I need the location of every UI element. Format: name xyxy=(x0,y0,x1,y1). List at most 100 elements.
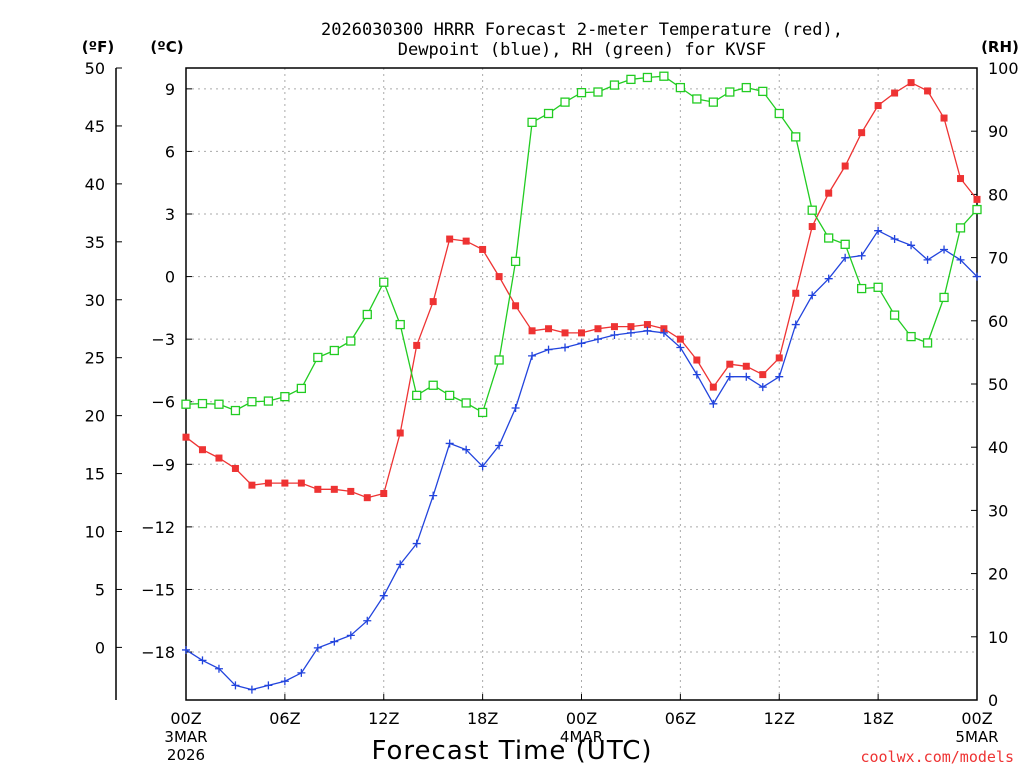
rh-point xyxy=(576,87,587,98)
x-tick-label: 00Z xyxy=(566,709,597,728)
temperature-point xyxy=(479,245,487,253)
rh-point xyxy=(477,407,488,418)
x-tick-label: 12Z xyxy=(764,709,795,728)
dewpoint-point xyxy=(379,591,388,600)
x-tick-sublabel: 4MAR xyxy=(560,728,603,746)
rh-point xyxy=(197,398,208,409)
dewpoint-point xyxy=(890,235,899,244)
x-axis-title: Forecast Time (UTC) xyxy=(371,736,652,766)
celsius-tick-label: 9 xyxy=(165,80,175,99)
celsius-tick-label: 6 xyxy=(165,142,175,161)
fahrenheit-tick-label: 35 xyxy=(85,233,105,252)
fahrenheit-tick-label: 15 xyxy=(85,465,105,484)
rh-point xyxy=(609,80,620,90)
temperature-point xyxy=(874,102,882,110)
dewpoint-point xyxy=(280,677,289,686)
temperature-point xyxy=(726,360,734,368)
dewpoint-point xyxy=(478,462,487,471)
dewpoint-point xyxy=(330,637,339,646)
fahrenheit-tick-label: 20 xyxy=(85,407,105,426)
fahrenheit-tick-label: 45 xyxy=(85,117,105,136)
temperature-point xyxy=(462,237,470,245)
dewpoint-point xyxy=(973,272,981,281)
rh-point xyxy=(972,204,982,215)
dewpoint-point xyxy=(742,372,751,381)
rh-point xyxy=(725,87,735,97)
rh-point xyxy=(593,87,603,97)
x-tick-label: 06Z xyxy=(269,709,300,728)
dewpoint-point xyxy=(610,330,619,339)
temperature-point xyxy=(759,371,767,379)
rh-point xyxy=(395,319,405,330)
temperature-point xyxy=(182,433,190,441)
dewpoint-point xyxy=(214,664,223,673)
rh-point xyxy=(230,405,241,416)
temperature-point xyxy=(907,79,915,87)
dewpoint-point xyxy=(445,439,454,448)
rh-point xyxy=(659,71,669,81)
unit-rh-label: (RH) xyxy=(981,38,1019,56)
x-tick-sublabel: 3MAR xyxy=(164,728,207,746)
dewpoint-point xyxy=(824,274,833,283)
rh-tick-label: 30 xyxy=(988,501,1008,520)
unit-fahrenheit-label: (ºF) xyxy=(82,38,114,56)
temperature-point xyxy=(660,325,668,333)
dewpoint-point xyxy=(923,255,932,264)
dewpoint-point xyxy=(577,339,586,348)
temperature-point xyxy=(924,87,932,95)
rh-point xyxy=(906,331,916,342)
rh-tick-label: 90 xyxy=(988,122,1008,141)
fahrenheit-tick-label: 0 xyxy=(95,638,105,657)
rh-point xyxy=(642,72,653,83)
x-tick-label: 00Z xyxy=(961,709,992,728)
temperature-point xyxy=(396,429,404,437)
dewpoint-point xyxy=(313,643,322,652)
rh-point xyxy=(181,399,191,409)
rh-point xyxy=(461,398,471,408)
temperature-point xyxy=(742,362,750,370)
rh-point xyxy=(889,310,900,320)
rh-point xyxy=(560,97,570,107)
rh-point xyxy=(675,82,686,93)
dewpoint-point xyxy=(528,351,537,360)
series-layer xyxy=(181,71,982,694)
temperature-point xyxy=(973,195,981,203)
rh-point xyxy=(445,390,455,401)
rh-point xyxy=(873,282,883,292)
dewpoint-point xyxy=(297,668,306,677)
rh-tick-label: 70 xyxy=(988,249,1008,268)
temperature-point xyxy=(775,354,783,362)
rh-point xyxy=(362,309,372,320)
rh-tick-label: 0 xyxy=(988,691,998,710)
rh-point xyxy=(807,205,817,215)
x-tick-sublabel: 5MAR xyxy=(955,728,998,746)
rh-point xyxy=(527,117,537,128)
rh-tick-label: 40 xyxy=(988,438,1008,457)
dewpoint-point xyxy=(676,343,685,352)
dewpoint-point xyxy=(709,399,718,408)
dewpoint-point xyxy=(643,326,652,335)
dewpoint-point xyxy=(462,445,471,454)
temperature-point xyxy=(380,490,388,498)
dewpoint-point xyxy=(561,343,570,352)
rh-point xyxy=(955,223,966,233)
rh-point xyxy=(510,256,521,267)
dewpoint-point xyxy=(495,441,504,450)
rh-point xyxy=(263,396,274,406)
temperature-point xyxy=(709,383,717,391)
temperature-point xyxy=(363,494,371,502)
celsius-tick-label: −3 xyxy=(151,330,175,349)
x-tick-label: 18Z xyxy=(467,709,498,728)
temperature-point xyxy=(858,129,866,137)
rh-tick-label: 100 xyxy=(988,59,1019,78)
dewpoint-point xyxy=(198,656,207,665)
rh-point xyxy=(692,94,702,104)
fahrenheit-tick-label: 25 xyxy=(85,349,105,368)
dewpoint-point xyxy=(264,681,273,690)
dewpoint-point xyxy=(692,370,701,379)
rh-point xyxy=(626,74,636,85)
celsius-tick-label: 3 xyxy=(165,205,175,224)
dewpoint-point xyxy=(857,251,866,260)
rh-point xyxy=(280,391,290,402)
